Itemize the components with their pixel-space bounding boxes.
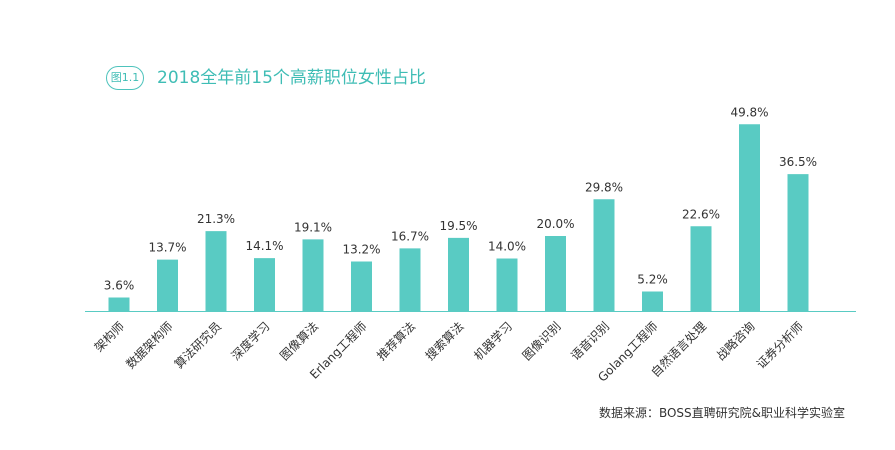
value-label-6: 13.2% [342, 243, 380, 257]
value-label-10: 20.0% [536, 217, 574, 231]
value-label-14: 49.8% [730, 105, 768, 119]
category-label-4: 深度学习 [228, 319, 273, 364]
value-label-4: 14.1% [245, 239, 283, 253]
figure-label-badge: 图1.1 [106, 66, 144, 90]
category-label-3: 算法研究员 [171, 319, 224, 372]
category-label-2: 数据架构师 [123, 319, 176, 372]
bar-8 [448, 237, 469, 311]
value-label-13: 22.6% [682, 207, 720, 221]
value-labels-layer: 3.6% 13.7% 21.3% 14.1% 19.1% 13.2% 16.7% 19.5% 1… [104, 105, 817, 292]
category-label-8: 搜索算法 [422, 319, 467, 364]
category-label-1: 架构师 [91, 319, 127, 355]
bar-11 [593, 199, 615, 311]
value-label-2: 13.7% [148, 241, 186, 255]
category-label-7: 推荐算法 [374, 319, 419, 364]
bar-1 [108, 297, 130, 311]
category-label-5: 图像算法 [277, 319, 322, 364]
bar-10 [545, 236, 566, 311]
bars-layer [108, 124, 809, 311]
source-note: 数据来源：BOSS直聘研究院&职业科学实验室 [598, 406, 845, 420]
value-label-3: 21.3% [197, 212, 235, 226]
bar-5 [302, 239, 324, 311]
bar-15 [787, 174, 809, 311]
bar-13 [690, 226, 712, 311]
value-label-9: 14.0% [488, 240, 526, 254]
value-label-1: 3.6% [104, 279, 135, 293]
chart-title: 2018全年前15个高薪职位女性占比 [157, 68, 426, 88]
value-label-8: 19.5% [439, 219, 477, 233]
bar-3 [205, 231, 227, 311]
value-label-5: 19.1% [294, 220, 332, 234]
value-label-7: 16.7% [391, 229, 429, 243]
bar-4 [254, 258, 275, 311]
value-label-15: 36.5% [779, 155, 817, 169]
category-label-15: 证券分析师 [753, 319, 806, 372]
bar-7 [399, 248, 421, 311]
category-label-9: 机器学习 [471, 319, 516, 364]
category-label-14: 战略咨询 [713, 319, 758, 364]
bar-2 [157, 259, 178, 311]
bar-14 [739, 124, 760, 311]
value-label-11: 29.8% [585, 180, 623, 194]
bar-9 [496, 258, 518, 311]
bar-6 [351, 261, 372, 311]
category-label-11: 语音识别 [568, 319, 613, 364]
value-label-12: 5.2% [637, 273, 668, 287]
category-label-10: 图像识别 [520, 319, 564, 363]
bar-12 [642, 291, 663, 311]
